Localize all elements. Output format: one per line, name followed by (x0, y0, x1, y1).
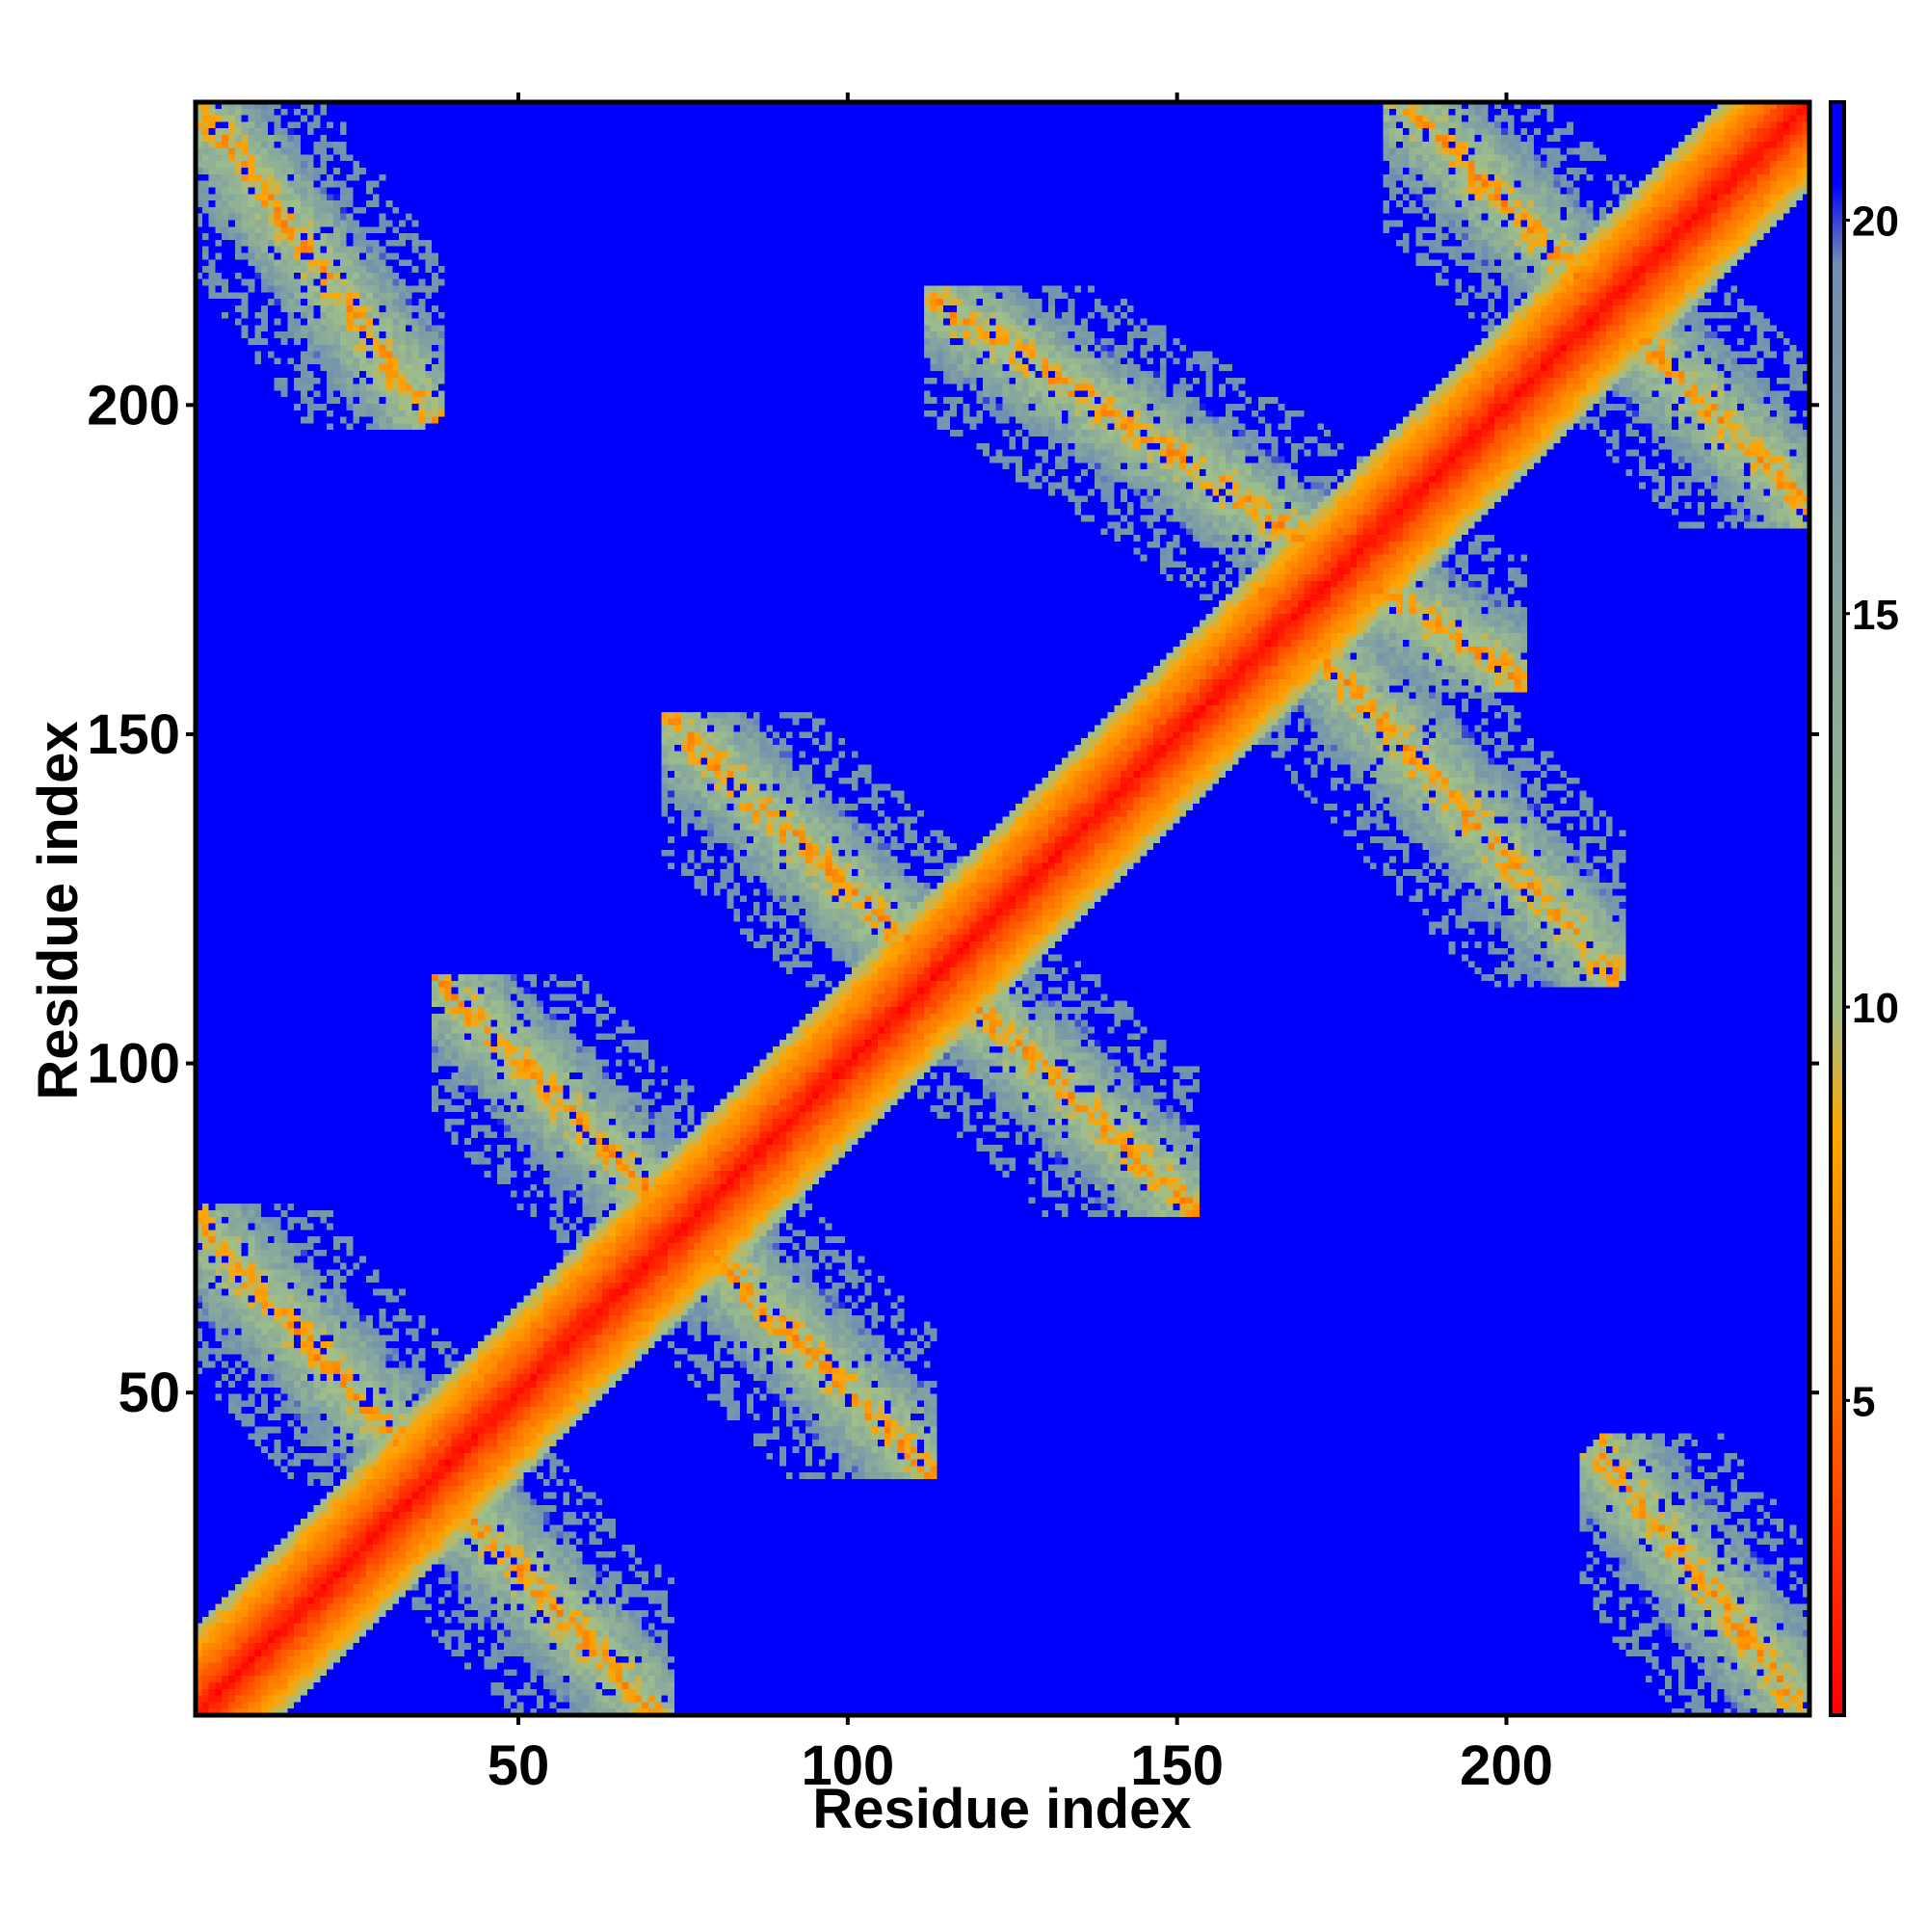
x-axis-title: Residue index (812, 1778, 1191, 1840)
x-tick-label: 200 (1460, 1734, 1553, 1797)
y-tick-label: 50 (118, 1362, 180, 1424)
heatmap-cells (196, 102, 1809, 1715)
colorbar-tick-label: 15 (1852, 592, 1899, 639)
colorbar-tick-label: 10 (1852, 985, 1899, 1032)
colorbar-tick-label: 5 (1852, 1378, 1875, 1425)
y-axis-title: Residue index (27, 721, 90, 1099)
y-tick-label: 150 (87, 703, 180, 766)
heatmap-layer (196, 102, 1809, 1715)
plot-frame (193, 99, 1812, 1718)
x-tick-label: 150 (1130, 1734, 1224, 1797)
colorbar-gradient (1829, 100, 1846, 1717)
y-tick-label: 200 (87, 374, 180, 437)
x-tick-label: 100 (801, 1734, 894, 1797)
x-axis-ticks: 50 100 150 200 (488, 93, 1553, 1797)
y-tick-label: 100 (87, 1033, 180, 1096)
colorbar: 5 10 15 20 (1829, 100, 1899, 1717)
y-axis-ticks: 50 100 150 200 (87, 374, 1819, 1424)
plot-border (193, 99, 1812, 1718)
colorbar-tick-label: 20 (1852, 198, 1899, 245)
x-tick-label: 50 (488, 1734, 550, 1797)
